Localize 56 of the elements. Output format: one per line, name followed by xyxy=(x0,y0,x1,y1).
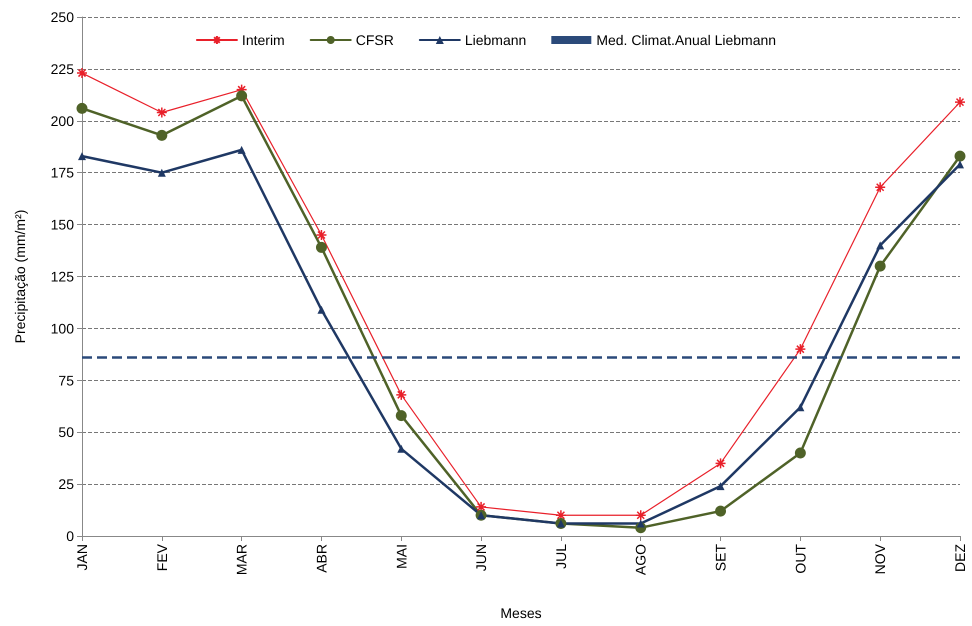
legend-label: Interim xyxy=(242,32,285,48)
point xyxy=(714,458,726,470)
x-tick-label: ABR xyxy=(313,544,330,573)
point xyxy=(794,447,806,458)
point xyxy=(715,506,726,517)
point xyxy=(555,509,567,521)
point xyxy=(156,130,168,141)
x-axis-title: Meses xyxy=(500,605,542,621)
point xyxy=(874,260,886,272)
x-tick-label: FEV xyxy=(154,543,170,572)
x-tick-label: MAI xyxy=(393,544,410,569)
point xyxy=(954,96,966,108)
point xyxy=(78,152,86,160)
x-tick-label: JUL xyxy=(552,544,569,569)
point xyxy=(794,343,806,355)
x-tick-label: SET xyxy=(712,544,729,572)
legend-label: CFSR xyxy=(356,32,394,48)
point xyxy=(156,106,168,118)
y-axis-title: Precipitação (mm/m²) xyxy=(12,210,28,344)
y-tick-label: 50 xyxy=(58,424,74,440)
point xyxy=(397,444,406,453)
point xyxy=(317,306,326,314)
point xyxy=(396,410,407,422)
y-tick-label: 0 xyxy=(66,528,74,544)
x-tick-label: OUT xyxy=(792,544,808,574)
y-tick-label: 200 xyxy=(50,112,74,129)
y-tick-label: 75 xyxy=(58,372,74,388)
y-tick-label: 150 xyxy=(50,216,74,233)
point xyxy=(876,241,884,250)
point xyxy=(76,67,88,79)
x-tick-label: JUN xyxy=(473,544,490,572)
point xyxy=(158,168,166,177)
point xyxy=(636,520,645,528)
point xyxy=(396,389,408,401)
y-tick-label: 175 xyxy=(50,164,74,181)
legend-label: Liebmann xyxy=(464,32,526,48)
y-tick-label: 250 xyxy=(50,9,74,25)
point xyxy=(954,150,966,162)
y-tick-label: 125 xyxy=(50,268,74,284)
x-tick-label: MAR xyxy=(234,544,250,576)
x-tick-label: AGO xyxy=(632,544,649,576)
point xyxy=(238,146,246,154)
point xyxy=(316,242,327,253)
x-tick-label: DEZ xyxy=(952,544,968,572)
x-tick-label: JAN xyxy=(74,544,90,570)
point xyxy=(634,509,646,521)
point xyxy=(716,482,725,490)
y-tick-label: 225 xyxy=(50,60,74,77)
y-tick-label: 100 xyxy=(50,320,74,336)
y-tick-label: 25 xyxy=(58,476,74,492)
point xyxy=(316,229,328,241)
x-tick-label: NOV xyxy=(872,543,888,574)
point xyxy=(236,90,248,102)
point xyxy=(76,102,88,114)
legend-label: Med. Climat.Anual Liebmann xyxy=(596,32,776,48)
point xyxy=(874,181,886,193)
